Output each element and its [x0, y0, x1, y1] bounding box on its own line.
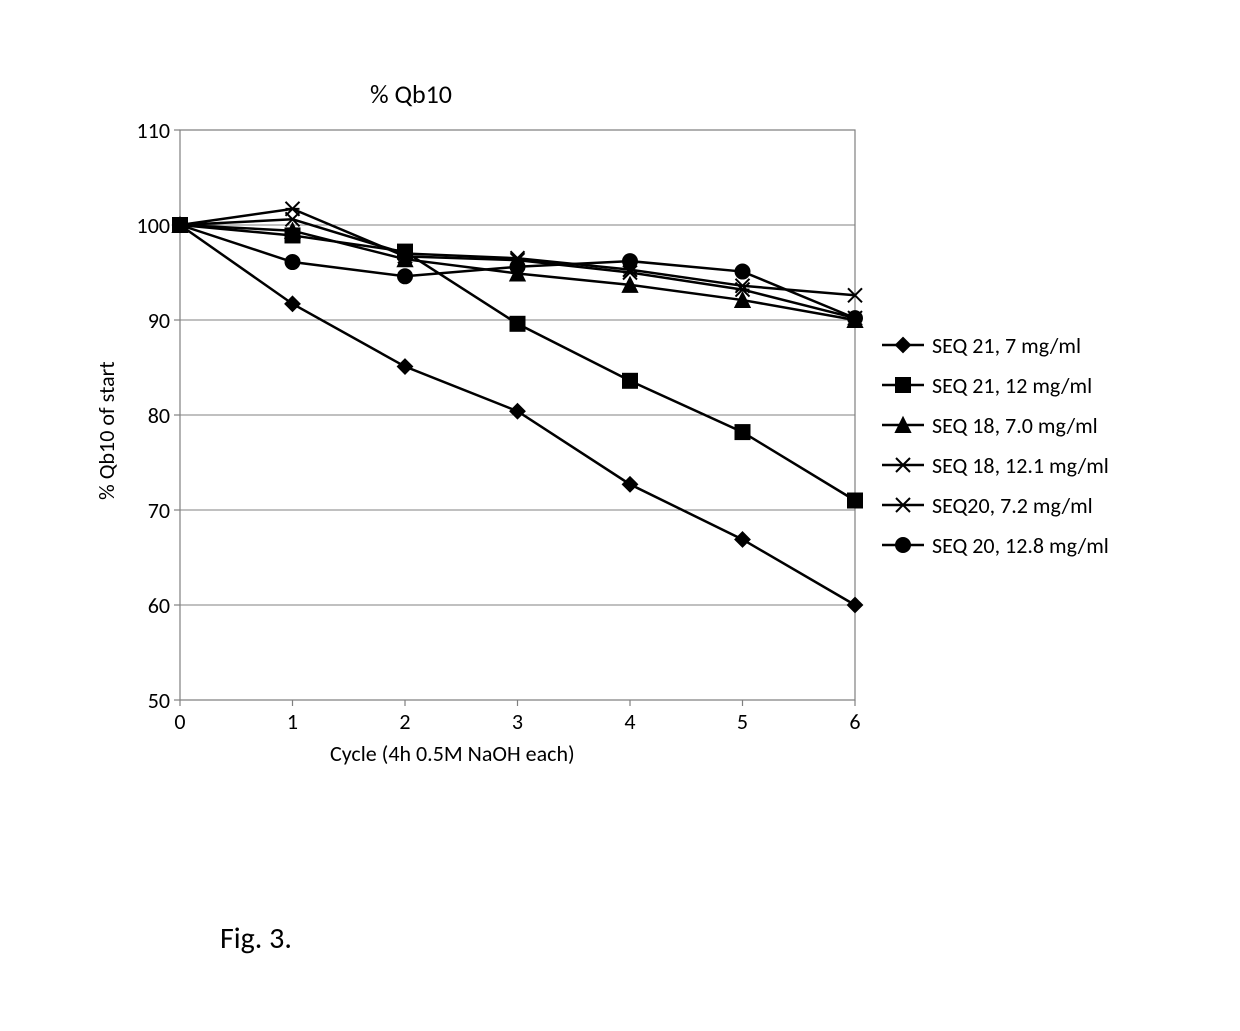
x-tick-label: 1 [273, 708, 313, 735]
legend-item-seq21_7: SEQ 21, 7 mg/ml [880, 325, 1109, 365]
y-tick-label: 100 [110, 212, 170, 239]
legend-label: SEQ20, 7.2 mg/ml [932, 492, 1093, 519]
legend-item-seq20_7: SEQ20, 7.2 mg/ml [880, 485, 1109, 525]
legend-label: SEQ 18, 12.1 mg/ml [932, 452, 1109, 479]
y-tick-label: 60 [110, 592, 170, 619]
legend-marker-icon [880, 405, 926, 445]
legend-marker-icon [880, 365, 926, 405]
x-tick-label: 5 [723, 708, 763, 735]
y-tick-label: 80 [110, 402, 170, 429]
legend-item-seq21_12: SEQ 21, 12 mg/ml [880, 365, 1109, 405]
legend-item-seq20_12: SEQ 20, 12.8 mg/ml [880, 525, 1109, 565]
legend-marker-icon [880, 445, 926, 485]
y-tick-label: 110 [110, 117, 170, 144]
legend-marker-icon [880, 485, 926, 525]
legend-label: SEQ 21, 12 mg/ml [932, 372, 1092, 399]
y-tick-label: 90 [110, 307, 170, 334]
legend: SEQ 21, 7 mg/ml SEQ 21, 12 mg/ml SEQ 18, 7… [880, 325, 1109, 565]
legend-label: SEQ 21, 7 mg/ml [932, 332, 1081, 359]
figure-stage: { "chart": { "type": "line", "title": "%… [0, 0, 1240, 1031]
legend-label: SEQ 18, 7.0 mg/ml [932, 412, 1098, 439]
x-tick-label: 6 [835, 708, 875, 735]
x-tick-label: 2 [385, 708, 425, 735]
legend-item-seq18_12: SEQ 18, 12.1 mg/ml [880, 445, 1109, 485]
legend-marker-icon [880, 325, 926, 365]
legend-item-seq18_7: SEQ 18, 7.0 mg/ml [880, 405, 1109, 445]
x-tick-label: 0 [160, 708, 200, 735]
legend-label: SEQ 20, 12.8 mg/ml [932, 532, 1109, 559]
x-tick-label: 3 [498, 708, 538, 735]
y-tick-label: 70 [110, 497, 170, 524]
x-tick-label: 4 [610, 708, 650, 735]
legend-marker-icon [880, 525, 926, 565]
